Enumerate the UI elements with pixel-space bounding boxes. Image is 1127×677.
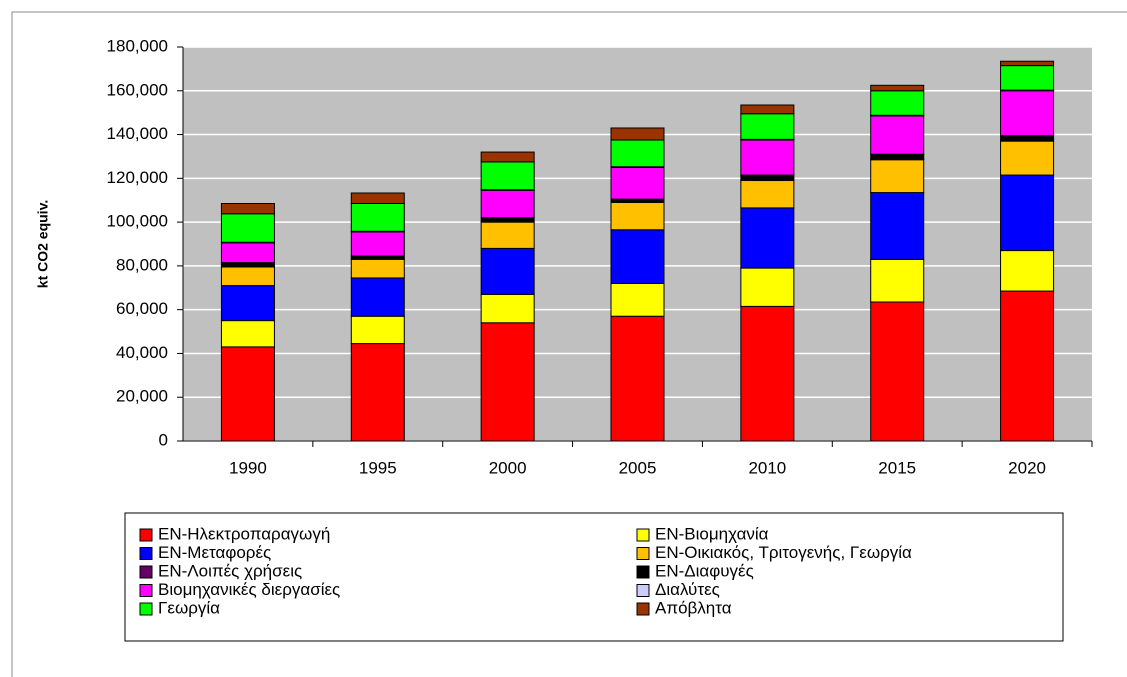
bar-segment (610, 166, 665, 200)
bar-segment (1000, 60, 1055, 67)
bar-segment (1000, 65, 1055, 91)
x-tick-label: 1990 (229, 458, 267, 477)
x-tick-label: 1995 (359, 458, 397, 477)
legend-swatch (139, 565, 153, 579)
bar-segment (1000, 135, 1055, 141)
bar-segment (610, 229, 665, 284)
legend-swatch (636, 528, 650, 542)
bar-segment (870, 90, 925, 116)
bar-segment (610, 127, 665, 141)
legend-swatch (636, 565, 650, 579)
legend-label: Βιομηχανικές διεργασίες (158, 580, 340, 599)
bar-segment (480, 322, 535, 442)
bar-segment (480, 151, 535, 163)
legend-label: Διαλύτες (655, 580, 720, 599)
bar-segment (610, 315, 665, 442)
legend-swatch (139, 547, 153, 560)
bar-segment (740, 139, 795, 176)
bar-segment (870, 115, 925, 155)
legend-swatch (139, 584, 153, 597)
bar-segment (1000, 250, 1055, 292)
bar-segment (220, 346, 275, 442)
legend-swatch (636, 584, 650, 597)
x-tick-label: 2005 (619, 458, 657, 477)
bar-segment (740, 180, 795, 209)
y-tick-label: 40,000 (116, 343, 168, 362)
bar-segment (220, 285, 275, 322)
y-tick-label: 120,000 (107, 168, 168, 187)
bar-segment (740, 305, 795, 442)
legend-label: ΕΝ-Μεταφορές (158, 543, 271, 562)
bar-segment (480, 161, 535, 191)
bar-segment (350, 258, 405, 279)
bar-segment (220, 320, 275, 348)
y-tick-label: 60,000 (116, 299, 168, 318)
y-tick-label: 140,000 (107, 124, 168, 143)
bar-segment (610, 139, 665, 168)
bar-segment (480, 247, 535, 295)
bar-segment (740, 113, 795, 140)
bar-segment (480, 221, 535, 249)
x-tick-label: 2010 (748, 458, 786, 477)
legend-label: Γεωργία (158, 598, 220, 617)
bar-segment (1000, 290, 1055, 442)
legend-swatch (139, 602, 153, 616)
legend-label: ΕΝ-Λοιπές χρήσεις (158, 561, 302, 580)
bar-segment (350, 203, 405, 232)
x-tick-label: 2000 (489, 458, 527, 477)
y-tick-label: 100,000 (107, 212, 168, 231)
legend-swatch (636, 547, 650, 560)
y-tick-label: 160,000 (107, 80, 168, 99)
bar-segment (220, 203, 275, 215)
bar-segment (220, 266, 275, 287)
bar-segment (350, 192, 405, 205)
bar-segment (610, 201, 665, 231)
legend-label: ΕΝ-Διαφυγές (655, 561, 754, 580)
bar-segment (1000, 140, 1055, 176)
bar-segment (1000, 174, 1055, 252)
bar-segment (480, 293, 535, 324)
bar-segment (350, 231, 405, 257)
legend-label: ΕΝ-Βιομηχανία (655, 524, 769, 543)
bar-segment (740, 174, 795, 180)
y-tick-label: 0 (159, 430, 168, 449)
bar-segment (870, 153, 925, 160)
bar-segment (870, 258, 925, 303)
x-tick-label: 2020 (1008, 458, 1046, 477)
bar-segment (870, 301, 925, 442)
legend-swatch (139, 528, 153, 542)
y-axis-label: kt CO2 equiv. (35, 200, 51, 288)
bar-segment (350, 343, 405, 442)
legend-label: ΕΝ-Ηλεκτροπαραγωγή (158, 524, 330, 543)
bar-segment (870, 84, 925, 92)
bar-segment (870, 159, 925, 194)
legend-swatch (636, 602, 650, 616)
bar-segment (220, 213, 275, 243)
bar-segment (480, 189, 535, 219)
bar-segment (610, 282, 665, 317)
bar-segment (740, 104, 795, 115)
legend-label: Απόβλητα (655, 598, 732, 617)
bar-segment (870, 192, 925, 260)
y-tick-label: 80,000 (116, 255, 168, 274)
bar-segment (740, 267, 795, 307)
bar-segment (350, 277, 405, 317)
legend-label: ΕΝ-Οικιακός, Τριτογενής, Γεωργία (655, 543, 912, 562)
bar-segment (1000, 90, 1055, 137)
x-tick-label: 2015 (878, 458, 916, 477)
bar-segment (220, 242, 275, 264)
y-tick-label: 20,000 (116, 387, 168, 406)
bar-segment (350, 315, 405, 345)
bar-segment (740, 207, 795, 269)
legend-box (124, 512, 1064, 642)
y-tick-label: 180,000 (107, 36, 168, 55)
